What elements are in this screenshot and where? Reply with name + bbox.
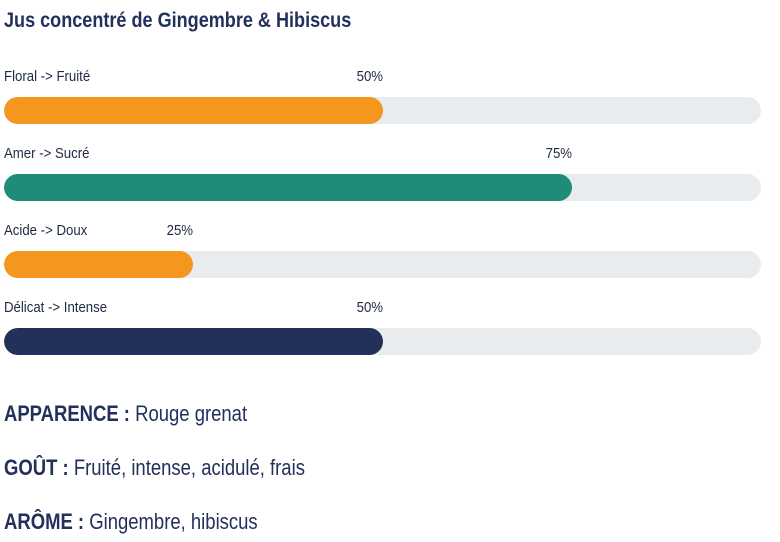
bar-fill	[4, 174, 572, 201]
appearance-key: APPARENCE :	[4, 401, 130, 426]
aroma-line: ARÔME : Gingembre, hibiscus	[4, 509, 258, 535]
bar-track	[4, 97, 761, 124]
bar-percent: 25%	[166, 222, 193, 239]
bar-track	[4, 251, 761, 278]
aroma-key: ARÔME :	[4, 509, 85, 534]
flavor-bar-acid-soft: Acide -> Doux 25%	[4, 222, 761, 282]
bar-fill	[4, 328, 383, 355]
bar-label: Floral -> Fruité	[4, 68, 91, 85]
bar-track	[4, 174, 761, 201]
taste-key: GOÛT :	[4, 455, 69, 480]
bar-label: Amer -> Sucré	[4, 145, 90, 162]
appearance-value: Rouge grenat	[135, 401, 248, 426]
aroma-value: Gingembre, hibiscus	[89, 509, 258, 534]
taste-line: GOÛT : Fruité, intense, acidulé, frais	[4, 455, 305, 481]
bar-percent: 75%	[545, 145, 572, 162]
appearance-line: APPARENCE : Rouge grenat	[4, 401, 247, 427]
bar-fill	[4, 97, 383, 124]
product-title: Jus concentré de Gingembre & Hibiscus	[4, 9, 352, 32]
bar-percent: 50%	[356, 68, 383, 85]
flavor-bar-bitter-sweet: Amer -> Sucré 75%	[4, 145, 761, 205]
bar-percent: 50%	[356, 299, 383, 316]
flavor-bar-delicate-intense: Délicat -> Intense 50%	[4, 299, 761, 359]
flavor-bar-floral-fruity: Floral -> Fruité 50%	[4, 68, 761, 128]
bar-track	[4, 328, 761, 355]
bar-label: Délicat -> Intense	[4, 299, 108, 316]
bar-label: Acide -> Doux	[4, 222, 88, 239]
taste-value: Fruité, intense, acidulé, frais	[73, 455, 305, 480]
bar-fill	[4, 251, 193, 278]
